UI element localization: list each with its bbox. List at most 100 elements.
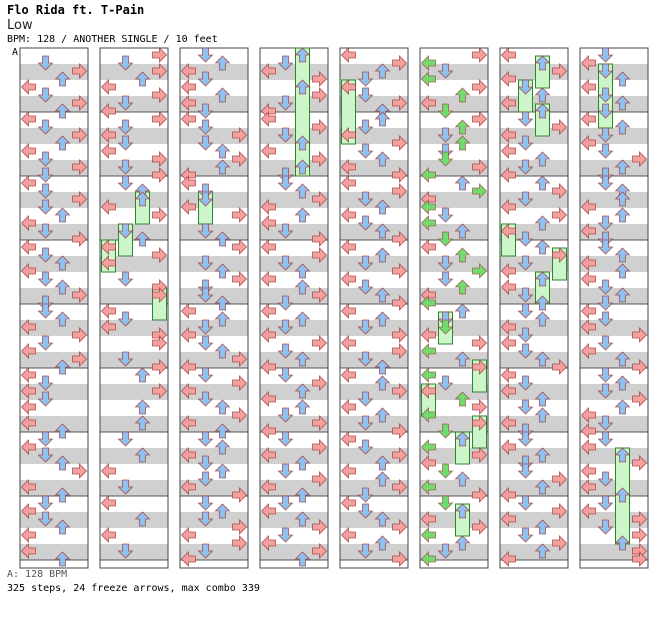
down-arrow: [517, 399, 534, 415]
left-arrow: [180, 95, 196, 111]
left-arrow: [180, 63, 196, 79]
up-arrow: [294, 511, 311, 527]
right-arrow: [312, 151, 328, 167]
beat-stripe: [340, 192, 408, 208]
right-arrow: [312, 191, 328, 207]
down-arrow: [37, 223, 54, 239]
up-arrow: [374, 287, 391, 303]
left-arrow: [20, 479, 36, 495]
down-arrow: [357, 319, 374, 335]
right-arrow: [472, 335, 488, 351]
left-arrow: [100, 527, 116, 543]
left-arrow: [580, 407, 596, 423]
beat-stripe: [420, 480, 488, 496]
up-arrow: [54, 135, 71, 151]
down-arrow: [117, 431, 134, 447]
left-arrow: [100, 103, 116, 119]
right-arrow: [152, 247, 168, 263]
beat-stripe: [500, 288, 568, 304]
up-arrow: [294, 279, 311, 295]
left-arrow: [20, 175, 36, 191]
beat-stripe: [100, 192, 168, 208]
beat-stripe: [180, 320, 248, 336]
up-arrow: [134, 415, 151, 431]
left-arrow: [500, 71, 516, 87]
up-arrow: [214, 295, 231, 311]
up-arrow: [454, 503, 471, 519]
down-arrow: [517, 287, 534, 303]
left-arrow: [180, 303, 196, 319]
left-arrow: [500, 367, 516, 383]
up-arrow: [614, 191, 631, 207]
down-arrow: [597, 239, 614, 255]
up-arrow: [294, 551, 311, 567]
up-arrow: [374, 511, 391, 527]
beat-stripe: [180, 224, 248, 240]
down-arrow: [357, 543, 374, 559]
left-arrow: [20, 439, 36, 455]
left-arrow: [580, 503, 596, 519]
up-arrow: [534, 519, 551, 535]
up-arrow: [454, 87, 471, 103]
right-arrow: [392, 135, 408, 151]
down-arrow: [357, 391, 374, 407]
right-arrow: [232, 519, 248, 535]
beat-stripe: [340, 64, 408, 80]
right-arrow: [472, 519, 488, 535]
left-arrow: [100, 79, 116, 95]
beat-stripe: [580, 256, 648, 272]
beat-stripe: [20, 160, 88, 176]
down-arrow: [357, 215, 374, 231]
up-arrow: [294, 455, 311, 471]
beat-stripe: [20, 352, 88, 368]
down-arrow: [597, 279, 614, 295]
beat-stripe: [500, 224, 568, 240]
beat-stripe: [20, 64, 88, 80]
down-arrow: [517, 423, 534, 439]
left-arrow: [340, 271, 356, 287]
up-arrow: [454, 135, 471, 151]
right-arrow: [232, 151, 248, 167]
left-arrow: [340, 239, 356, 255]
artist-name: Flo Rida ft. T-Pain: [7, 3, 145, 17]
right-arrow: [392, 551, 408, 567]
down-arrow: [117, 479, 134, 495]
beat-stripe: [180, 416, 248, 432]
right-arrow: [72, 127, 88, 143]
left-arrow: [340, 335, 356, 351]
left-arrow: [420, 511, 436, 527]
down-arrow: [277, 407, 294, 423]
left-arrow: [100, 199, 116, 215]
right-arrow: [392, 423, 408, 439]
beat-stripe: [20, 256, 88, 272]
down-arrow: [517, 255, 534, 271]
left-arrow: [500, 263, 516, 279]
right-arrow: [312, 439, 328, 455]
beat-stripe: [180, 544, 248, 560]
right-arrow: [392, 295, 408, 311]
down-arrow: [517, 343, 534, 359]
beat-stripe: [580, 512, 648, 528]
right-arrow: [392, 447, 408, 463]
down-arrow: [437, 463, 454, 479]
down-arrow: [197, 119, 214, 135]
down-arrow: [517, 455, 534, 471]
beat-stripe: [500, 480, 568, 496]
right-arrow: [392, 231, 408, 247]
chart-column-8: [579, 47, 649, 569]
right-arrow: [392, 479, 408, 495]
left-arrow: [180, 479, 196, 495]
beat-stripe: [340, 352, 408, 368]
left-arrow: [100, 303, 116, 319]
left-arrow: [20, 503, 36, 519]
down-arrow: [37, 247, 54, 263]
up-arrow: [614, 375, 631, 391]
left-arrow: [500, 167, 516, 183]
right-arrow: [552, 119, 568, 135]
left-arrow: [260, 199, 276, 215]
left-arrow: [260, 63, 276, 79]
down-arrow: [597, 295, 614, 311]
down-arrow: [517, 79, 534, 95]
left-arrow: [20, 319, 36, 335]
beat-stripe: [20, 192, 88, 208]
